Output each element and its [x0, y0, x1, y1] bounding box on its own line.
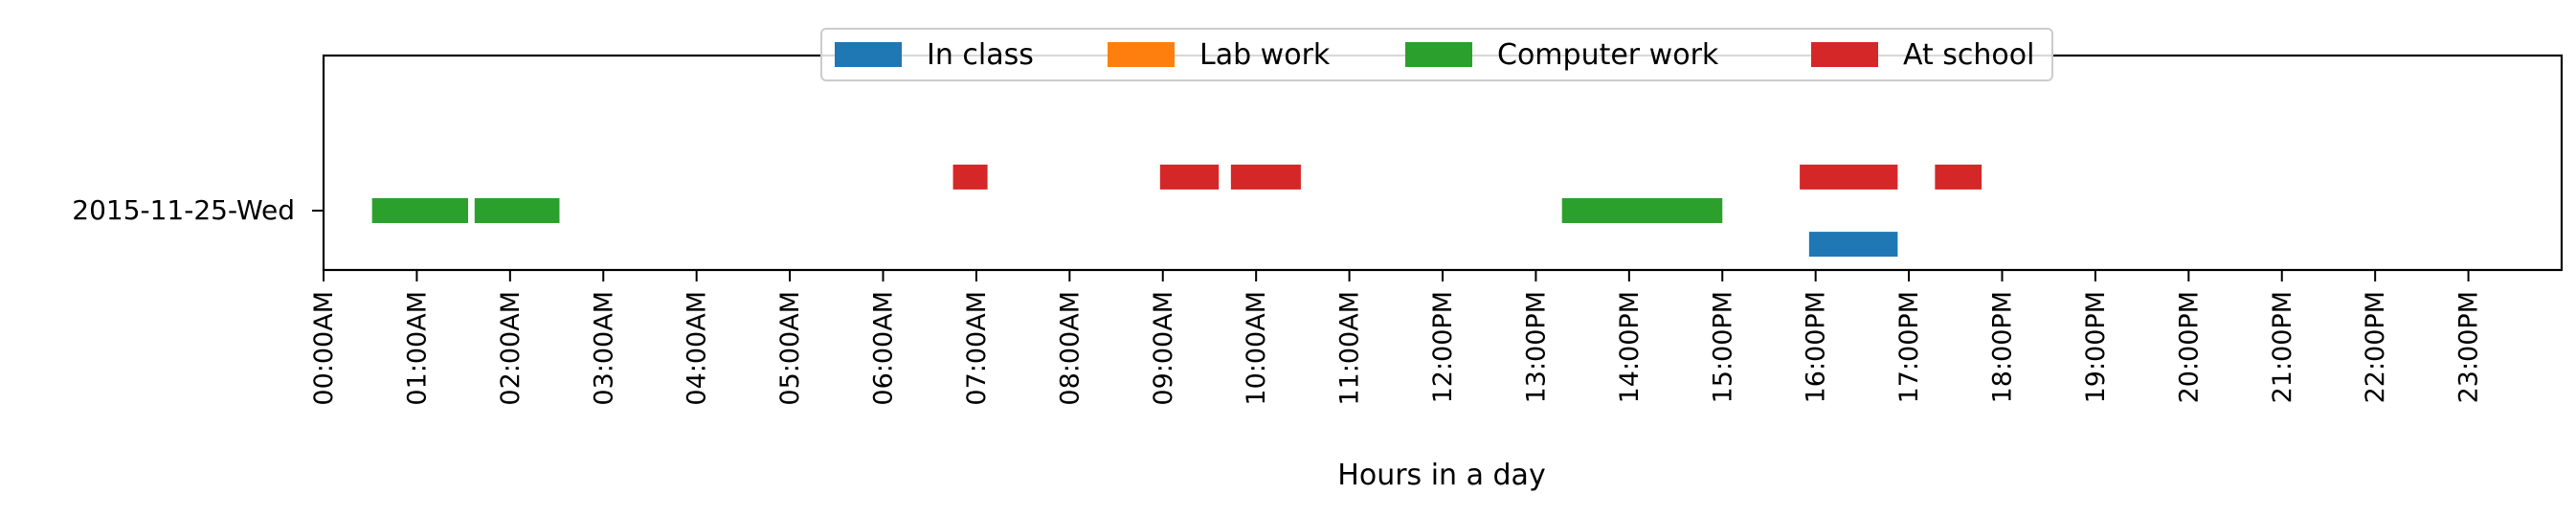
- bar-at-school-3: [1800, 164, 1898, 190]
- x-tick-label: 15:00PM: [1708, 291, 1737, 403]
- legend: In class Lab work Computer work At school: [820, 28, 2053, 81]
- legend-label-computer-work: Computer work: [1497, 38, 1719, 72]
- bar-computer-work-0: [371, 198, 468, 223]
- bar-at-school-2: [1230, 164, 1301, 190]
- x-tick-label: 12:00PM: [1428, 291, 1458, 403]
- legend-swatch-in-class: [835, 42, 902, 67]
- x-tick-label: 20:00PM: [2174, 291, 2204, 403]
- legend-swatch-lab-work: [1108, 42, 1175, 67]
- legend-label-in-class: In class: [927, 38, 1034, 72]
- bar-at-school-0: [952, 164, 988, 190]
- bar-at-school-4: [1935, 164, 1982, 190]
- x-tick-label: 19:00PM: [2081, 291, 2111, 403]
- bar-computer-work-1: [474, 198, 560, 223]
- x-tick-label: 10:00AM: [1242, 291, 1271, 406]
- x-tick-label: 11:00AM: [1335, 291, 1365, 406]
- bar-in-class-0: [1808, 232, 1898, 258]
- x-tick-label: 17:00PM: [1894, 291, 1924, 403]
- x-tick-label: 02:00AM: [496, 291, 526, 406]
- bars-layer: [371, 164, 1982, 258]
- ticks-layer: 00:00AM 01:00AM 02:00AM 03:00AM 04:00AM 05:00…: [309, 270, 2484, 406]
- bar-at-school-1: [1159, 164, 1220, 190]
- y-tick: 2015-11-25-Wed: [72, 194, 324, 226]
- x-tick-label: 18:00PM: [1988, 291, 2018, 403]
- x-tick-label: 13:00PM: [1521, 291, 1551, 403]
- x-tick-label: 06:00AM: [869, 291, 899, 406]
- x-tick-label: 14:00PM: [1615, 291, 1645, 403]
- x-tick-label: 22:00PM: [2361, 291, 2390, 403]
- bar-computer-work-2: [1561, 198, 1723, 223]
- x-tick-label: 23:00PM: [2454, 291, 2484, 403]
- x-tick-label: 07:00AM: [962, 291, 992, 406]
- x-tick-label: 08:00AM: [1055, 291, 1085, 406]
- x-tick-label: 09:00AM: [1149, 291, 1178, 406]
- legend-swatch-computer-work: [1405, 42, 1472, 67]
- y-tick-label: 2015-11-25-Wed: [72, 194, 295, 226]
- legend-swatch-at-school: [1811, 42, 1878, 67]
- x-tick-label: 00:00AM: [309, 291, 339, 406]
- x-tick-label: 03:00AM: [589, 291, 618, 406]
- x-tick-label: 01:00AM: [402, 291, 432, 406]
- x-tick-label: 21:00PM: [2268, 291, 2297, 403]
- plot-frame: [322, 54, 2564, 272]
- legend-label-at-school: At school: [1903, 38, 2034, 72]
- x-tick-label: 16:00PM: [1802, 291, 1831, 403]
- x-tick-label: 04:00AM: [683, 291, 712, 406]
- legend-label-lab-work: Lab work: [1199, 38, 1331, 72]
- x-axis-label: Hours in a day: [1337, 459, 1545, 492]
- x-tick-label: 05:00AM: [775, 291, 805, 406]
